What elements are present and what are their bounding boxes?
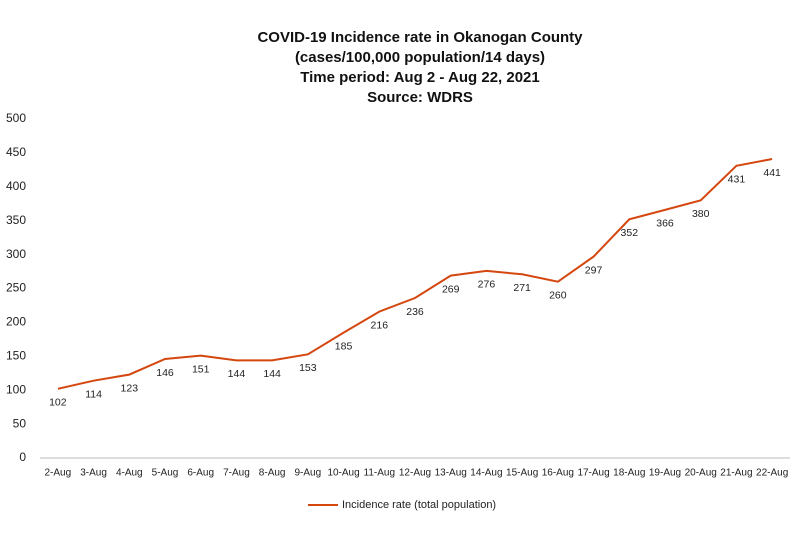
x-tick-label: 16-Aug [542,468,574,479]
x-tick-label: 4-Aug [116,468,143,479]
data-label: 216 [371,319,389,331]
data-label: 114 [85,388,102,400]
data-label: 185 [335,340,353,352]
x-tick-label: 8-Aug [259,468,286,479]
y-tick-label: 100 [6,382,26,396]
data-label: 236 [406,306,424,318]
x-tick-label: 7-Aug [223,468,250,479]
y-tick-label: 350 [6,213,26,227]
data-label: 271 [513,282,531,294]
data-label: 366 [656,218,674,230]
data-label: 153 [299,362,317,374]
data-label: 380 [692,208,710,220]
x-tick-label: 15-Aug [506,468,538,479]
data-label: 144 [263,368,281,380]
x-tick-label: 11-Aug [364,468,396,479]
data-label: 352 [621,227,639,239]
x-tick-label: 18-Aug [613,468,645,479]
data-line [57,158,773,390]
y-tick-label: 0 [19,450,26,464]
x-tick-label: 9-Aug [295,468,322,479]
data-label: 297 [585,264,603,276]
x-tick-label: 2-Aug [45,468,72,479]
data-label: 276 [478,279,496,291]
x-tick-label: 14-Aug [470,468,502,479]
x-tick-label: 19-Aug [649,468,681,479]
y-tick-label: 450 [6,145,26,159]
x-tick-label: 22-Aug [756,468,788,479]
x-tick-label: 3-Aug [80,468,107,479]
chart-subtitle: Source: WDRS [367,89,473,106]
data-label: 260 [549,290,567,302]
data-label: 123 [121,382,139,394]
x-tick-label: 10-Aug [327,468,359,479]
data-label: 441 [763,167,781,179]
data-label: 146 [156,367,174,379]
legend-label: Incidence rate (total population) [342,499,496,511]
y-tick-label: 400 [6,179,26,193]
y-tick-label: 50 [13,416,27,430]
data-label: 102 [49,397,67,409]
x-tick-label: 21-Aug [720,468,752,479]
y-tick-label: 250 [6,281,26,295]
chart-subtitle: Time period: Aug 2 - Aug 22, 2021 [300,69,540,86]
x-tick-label: 17-Aug [577,468,609,479]
data-label: 151 [192,363,210,375]
x-tick-label: 13-Aug [435,468,467,479]
y-tick-label: 200 [6,315,26,329]
x-tick-label: 6-Aug [187,468,214,479]
x-tick-label: 5-Aug [152,468,179,479]
y-tick-label: 500 [6,111,26,125]
chart-title: COVID-19 Incidence rate in Okanogan Coun… [257,29,583,46]
x-tick-label: 20-Aug [685,468,717,479]
y-tick-label: 150 [6,348,26,362]
data-label: 431 [728,174,746,186]
data-label: 144 [228,368,246,380]
y-tick-label: 300 [6,247,26,261]
x-tick-label: 12-Aug [399,468,431,479]
chart-subtitle: (cases/100,000 population/14 days) [295,49,545,66]
data-label: 269 [442,283,460,295]
